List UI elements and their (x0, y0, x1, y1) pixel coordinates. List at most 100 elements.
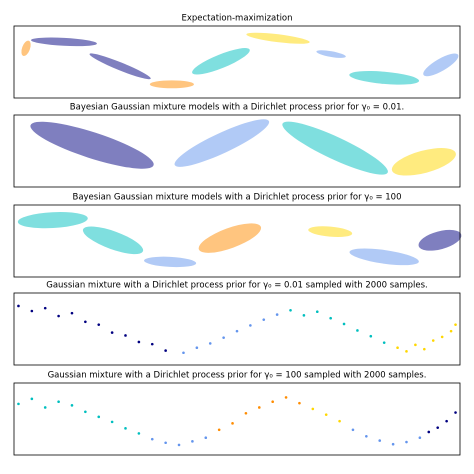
sample-point (329, 316, 332, 320)
sample-point (414, 343, 417, 347)
component-ellipse (149, 80, 194, 89)
axes-frame (13, 204, 461, 278)
panel-title: Gaussian mixture with a Dirichlet proces… (48, 371, 427, 381)
sample-point (244, 411, 248, 415)
sample-point (124, 427, 127, 430)
component-ellipse (316, 50, 346, 58)
axes-frame (13, 114, 461, 188)
sample-point (30, 397, 34, 401)
sample-point (204, 436, 208, 440)
sample-point (382, 341, 386, 344)
sample-point (365, 434, 368, 438)
sample-point (150, 437, 154, 441)
sample-point (342, 322, 346, 326)
sample-point (440, 335, 444, 339)
sample-point (84, 410, 87, 414)
axes-frame (13, 292, 461, 366)
panel-title: Gaussian mixture with a Dirichlet proces… (46, 281, 428, 291)
panel-title: Bayesian Gaussian mixture models with a … (72, 193, 401, 203)
sample-point (396, 346, 399, 350)
sample-point (110, 331, 114, 334)
sample-point (231, 422, 234, 425)
sample-point (356, 329, 359, 332)
sample-point (405, 440, 408, 444)
sample-point (418, 436, 422, 440)
sample-point (262, 318, 266, 321)
sample-point (222, 336, 225, 339)
sample-point (191, 440, 194, 443)
sample-point (454, 411, 457, 414)
panel-title: Expectation-maximization (181, 14, 292, 24)
sample-point (351, 428, 355, 432)
sample-point (124, 334, 127, 337)
sample-point (84, 320, 87, 324)
component-ellipse (192, 48, 250, 75)
sample-point (315, 310, 319, 314)
component-ellipse (418, 229, 462, 251)
sample-point (195, 346, 199, 350)
sample-point (57, 400, 60, 404)
sample-point (17, 402, 20, 406)
sample-point (137, 432, 141, 435)
sample-point (427, 430, 431, 434)
component-ellipse (144, 256, 197, 268)
sample-point (137, 340, 141, 344)
sample-point (110, 420, 114, 424)
sample-point (449, 329, 453, 333)
sample-point (164, 441, 167, 445)
component-ellipse (282, 121, 388, 175)
sample-point (423, 347, 426, 351)
sample-point (30, 309, 34, 313)
sample-point (378, 439, 382, 442)
sample-point (177, 443, 181, 447)
component-ellipse (308, 226, 353, 238)
sample-point (249, 324, 252, 327)
sample-point (43, 306, 47, 310)
sample-point (57, 314, 60, 318)
component-ellipse (174, 119, 270, 167)
sample-point (43, 406, 47, 409)
sample-point (324, 413, 328, 416)
sample-point (182, 351, 185, 355)
sample-point (271, 400, 274, 404)
component-ellipse (246, 32, 310, 44)
axes-frame (13, 25, 461, 99)
sample-point (289, 308, 292, 312)
sample-point (338, 419, 341, 423)
sample-point (298, 401, 301, 405)
panel-title: Bayesian Gaussian mixture models with a … (70, 103, 404, 113)
sample-point (17, 304, 20, 308)
sample-point (70, 404, 74, 407)
sample-point (150, 342, 154, 346)
component-ellipse (391, 148, 456, 176)
sample-point (258, 406, 261, 409)
component-ellipse (21, 40, 31, 56)
sample-point (235, 329, 239, 333)
component-ellipse (82, 226, 144, 255)
sample-point (454, 323, 457, 326)
component-ellipse (30, 37, 97, 47)
sample-point (97, 415, 101, 419)
component-ellipse (17, 212, 88, 229)
component-ellipse (89, 53, 151, 80)
sample-point (405, 350, 408, 353)
sample-point (70, 311, 74, 315)
sample-point (275, 313, 279, 316)
component-ellipse (30, 121, 154, 169)
sample-point (369, 334, 373, 338)
sample-point (97, 323, 101, 326)
sample-point (217, 428, 221, 432)
sample-point (284, 396, 288, 399)
sample-point (391, 442, 395, 446)
component-ellipse (423, 53, 459, 77)
sample-point (431, 339, 435, 342)
sample-point (445, 419, 448, 423)
sample-point (164, 349, 167, 352)
component-ellipse (198, 223, 262, 253)
sample-point (311, 407, 315, 411)
axes-frame (13, 382, 461, 456)
sample-point (208, 342, 212, 345)
component-ellipse (349, 248, 419, 266)
component-ellipse (349, 71, 420, 85)
